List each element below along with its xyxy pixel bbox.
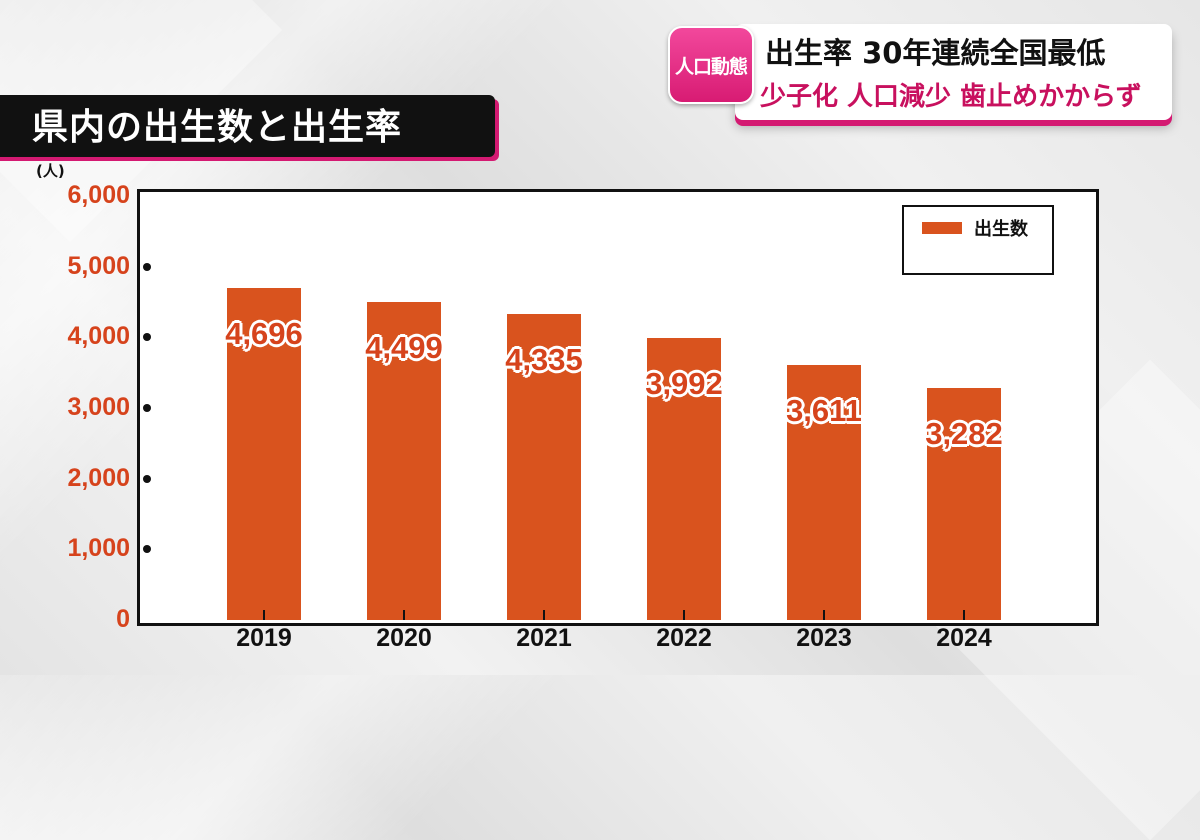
bar-2020 [367, 302, 441, 620]
x-tick-label-2023: 2023 [796, 624, 852, 652]
y-tick-label: 5,000 [67, 251, 130, 280]
y-tick-label: 1,000 [67, 534, 130, 563]
bar-2023 [787, 364, 861, 620]
value-label-2020: 4,499 [365, 330, 443, 366]
x-tick-mark [263, 610, 265, 620]
chart-title-banner [0, 95, 495, 157]
value-label-2023: 3,611 [786, 392, 862, 428]
x-tick-label-2024: 2024 [936, 624, 992, 652]
y-tick-label: 2,000 [67, 463, 130, 492]
bar-2021 [507, 313, 581, 620]
chart-legend: 出生数 [902, 205, 1054, 275]
bar-2022 [647, 337, 721, 620]
headline-title: 出生率 30年連続全国最低 [765, 36, 1106, 70]
x-tick-mark [823, 610, 825, 620]
chart-title: 県内の出生数と出生率 [32, 107, 403, 148]
y-tick-label: 6,000 [67, 181, 130, 209]
category-badge: 人口動態 [668, 26, 754, 104]
value-label-2019: 4,696 [225, 316, 303, 352]
x-tick-mark [543, 610, 545, 620]
x-tick-label-2019: 2019 [236, 624, 292, 652]
y-tick-label: 0 [116, 605, 130, 633]
x-tick-mark [963, 610, 965, 620]
headline-box [735, 24, 1172, 120]
y-tick-dot [143, 404, 151, 412]
bar-2019 [227, 288, 301, 620]
x-tick-mark [403, 610, 405, 620]
y-tick-dot [143, 262, 151, 271]
value-label-2024: 3,282 [925, 416, 1003, 452]
y-tick-label: 4,000 [67, 322, 130, 351]
x-tick-mark [683, 610, 685, 620]
y-tick-dot [143, 545, 151, 554]
value-label-2022: 3,992 [645, 365, 723, 401]
x-tick-label-2020: 2020 [376, 624, 432, 652]
y-axis-unit-label: (人) [36, 162, 65, 180]
legend-label: 出生数 [974, 219, 1028, 240]
x-tick-label-2021: 2021 [516, 624, 572, 652]
y-tick-dot [143, 474, 151, 483]
legend-swatch [922, 222, 962, 234]
y-tick-label: 3,000 [67, 393, 130, 421]
value-label-2021: 4,335 [505, 341, 583, 377]
x-tick-label-2022: 2022 [656, 624, 712, 652]
bar-2024 [927, 388, 1001, 620]
y-tick-dot [143, 333, 151, 342]
headline-subtitle: 少子化 人口減少 歯止めかからず [760, 82, 1142, 112]
